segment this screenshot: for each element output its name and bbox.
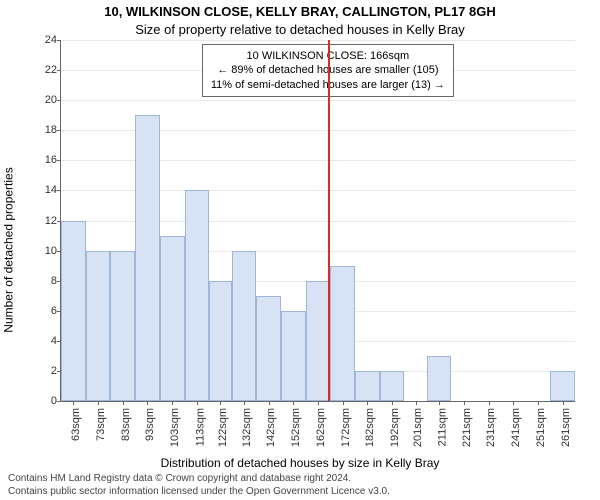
y-tick-label: 10 bbox=[31, 245, 57, 257]
x-tick-label: 182sqm bbox=[364, 408, 376, 447]
histogram-bar bbox=[135, 115, 160, 401]
footer-line-1: Contains HM Land Registry data © Crown c… bbox=[8, 473, 390, 486]
histogram-bar bbox=[110, 251, 135, 401]
x-tick-label: 192sqm bbox=[389, 408, 401, 447]
x-tick-label: 63sqm bbox=[70, 408, 82, 441]
x-tick-label: 231sqm bbox=[486, 408, 498, 447]
y-tick-label: 0 bbox=[31, 395, 57, 407]
y-tick-label: 20 bbox=[31, 94, 57, 106]
y-tick-label: 22 bbox=[31, 64, 57, 76]
footer-credits: Contains HM Land Registry data © Crown c… bbox=[8, 473, 390, 498]
y-tick-label: 24 bbox=[31, 34, 57, 46]
x-axis-label: Distribution of detached houses by size … bbox=[0, 456, 600, 470]
x-tick-label: 172sqm bbox=[340, 408, 352, 447]
x-tick-label: 73sqm bbox=[95, 408, 107, 441]
chart-title-line1: 10, WILKINSON CLOSE, KELLY BRAY, CALLING… bbox=[0, 4, 600, 19]
y-tick-label: 2 bbox=[31, 365, 57, 377]
x-tick-label: 251sqm bbox=[535, 408, 547, 447]
x-tick-label: 261sqm bbox=[560, 408, 572, 447]
histogram-bar bbox=[232, 251, 257, 401]
x-tick-label: 241sqm bbox=[510, 408, 522, 447]
histogram-bar bbox=[306, 281, 331, 401]
histogram-bar bbox=[185, 190, 210, 401]
x-tick-label: 83sqm bbox=[120, 408, 132, 441]
marker-line bbox=[328, 40, 330, 401]
x-tick-label: 221sqm bbox=[461, 408, 473, 447]
x-tick-label: 132sqm bbox=[241, 408, 253, 447]
histogram-bar bbox=[61, 221, 86, 402]
x-tick-label: 122sqm bbox=[217, 408, 229, 447]
y-tick-label: 6 bbox=[31, 305, 57, 317]
y-tick-label: 18 bbox=[31, 124, 57, 136]
x-tick-label: 152sqm bbox=[290, 408, 302, 447]
x-tick-label: 142sqm bbox=[266, 408, 278, 447]
histogram-bar bbox=[380, 371, 405, 401]
y-axis-label: Number of detached properties bbox=[1, 167, 15, 332]
y-tick-label: 14 bbox=[31, 184, 57, 196]
histogram-bar bbox=[86, 251, 111, 401]
histogram-bar bbox=[209, 281, 231, 401]
y-tick-label: 8 bbox=[31, 275, 57, 287]
x-tick-label: 211sqm bbox=[436, 408, 448, 446]
x-tick-label: 103sqm bbox=[169, 408, 181, 447]
y-tick-label: 12 bbox=[31, 215, 57, 227]
histogram-bar bbox=[427, 356, 452, 401]
histogram-bar bbox=[256, 296, 281, 401]
x-tick-label: 162sqm bbox=[315, 408, 327, 447]
chart-title-line2: Size of property relative to detached ho… bbox=[0, 22, 600, 37]
x-tick-label: 201sqm bbox=[413, 408, 425, 447]
y-tick-label: 4 bbox=[31, 335, 57, 347]
plot-area: 10 WILKINSON CLOSE: 166sqm ← 89% of deta… bbox=[60, 40, 575, 402]
histogram-bar bbox=[281, 311, 306, 401]
y-tick-label: 16 bbox=[31, 154, 57, 166]
histogram-bar bbox=[160, 236, 185, 401]
histogram-bar bbox=[550, 371, 575, 401]
x-tick-label: 93sqm bbox=[145, 408, 157, 441]
footer-line-2: Contains public sector information licen… bbox=[8, 486, 390, 499]
histogram-bar bbox=[355, 371, 380, 401]
histogram-bar bbox=[330, 266, 355, 401]
x-tick-label: 113sqm bbox=[194, 408, 206, 446]
